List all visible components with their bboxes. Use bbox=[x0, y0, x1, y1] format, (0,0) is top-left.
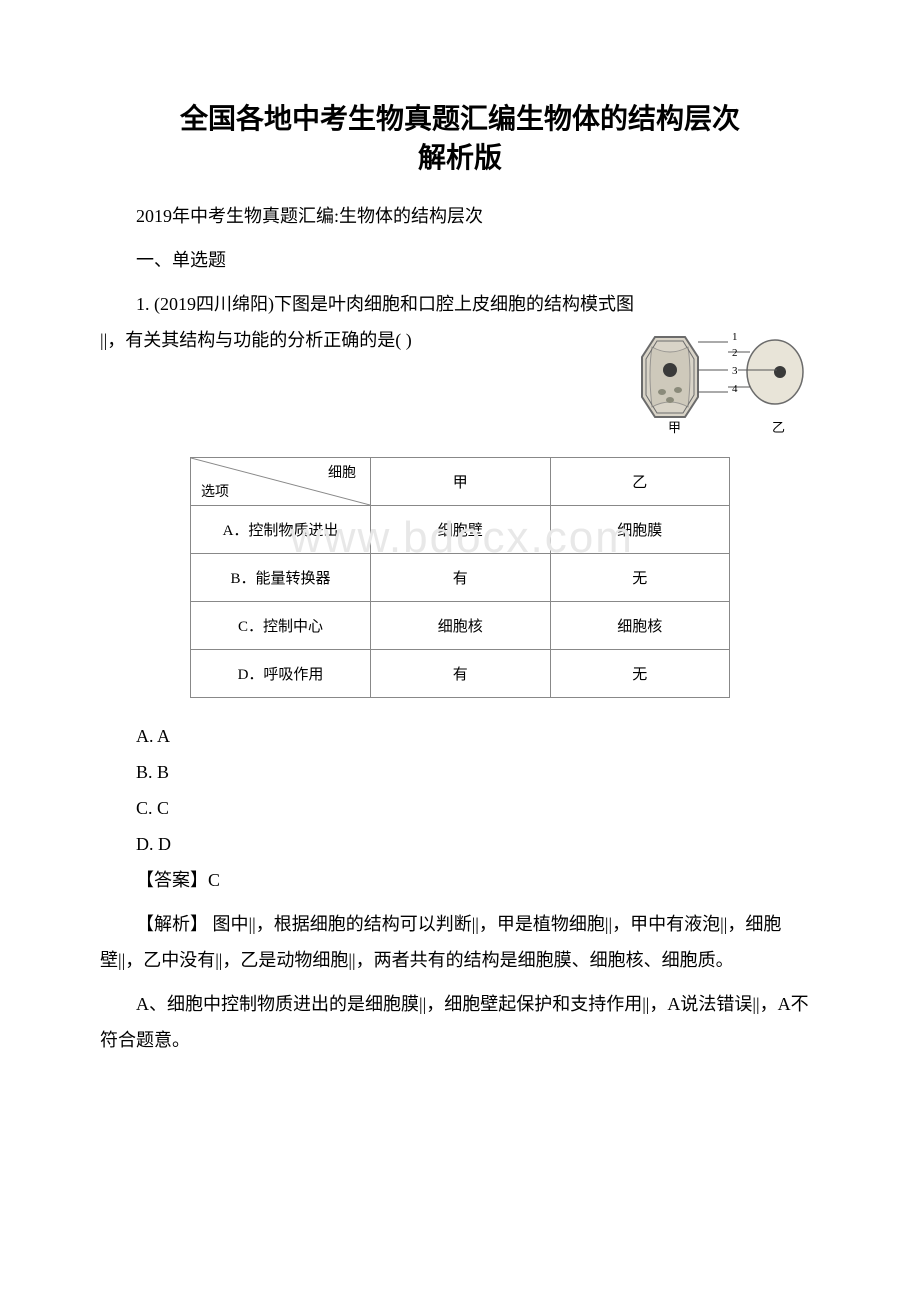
explanation-2: A、细胞中控制物质进出的是细胞膜||，细胞壁起保护和支持作用||，A说法错误||… bbox=[100, 986, 820, 1058]
table-row: B．能量转换器 有 无 bbox=[191, 554, 730, 602]
section-label: 一、单选题 bbox=[100, 242, 820, 278]
animal-cell-icon bbox=[747, 340, 803, 404]
cell: 有 bbox=[371, 554, 551, 602]
diagonal-header-cell: 细胞 选项 bbox=[191, 458, 371, 506]
label-yi: 乙 bbox=[772, 420, 785, 435]
cell: 细胞核 bbox=[371, 602, 551, 650]
option-b: B. B bbox=[100, 754, 820, 790]
question-1: 1. (2019四川绵阳)下图是叶肉细胞和口腔上皮细胞的结构模式图 甲 乙 bbox=[100, 286, 820, 442]
page-title: 全国各地中考生物真题汇编生物体的结构层次 解析版 bbox=[100, 100, 820, 178]
plant-cell-icon bbox=[642, 337, 698, 417]
cell: D．呼吸作用 bbox=[191, 650, 371, 698]
cell: B．能量转换器 bbox=[191, 554, 371, 602]
cell: 细胞膜 bbox=[550, 506, 730, 554]
table-row: C．控制中心 细胞核 细胞核 bbox=[191, 602, 730, 650]
option-c: C. C bbox=[100, 790, 820, 826]
explanation-1: 【解析】 图中||，根据细胞的结构可以判断||，甲是植物细胞||，甲中有液泡||… bbox=[100, 906, 820, 978]
header-col-2: 甲 bbox=[371, 458, 551, 506]
options-table-wrapper: www.bdocx.com 细胞 选项 甲 乙 A．控制物质进出 细胞壁 细胞膜 bbox=[100, 457, 820, 698]
cell: 有 bbox=[371, 650, 551, 698]
q1-text-line1: 1. (2019四川绵阳)下图是叶肉细胞和口腔上皮细胞的结构模式图 bbox=[100, 286, 820, 322]
cell: C．控制中心 bbox=[191, 602, 371, 650]
table-row: D．呼吸作用 有 无 bbox=[191, 650, 730, 698]
header-diag-top: 细胞 bbox=[328, 462, 356, 482]
title-line-2: 解析版 bbox=[418, 143, 502, 174]
cell: A．控制物质进出 bbox=[191, 506, 371, 554]
option-d: D. D bbox=[100, 826, 820, 862]
cell: 细胞壁 bbox=[371, 506, 551, 554]
cell: 细胞核 bbox=[550, 602, 730, 650]
option-a: A. A bbox=[100, 718, 820, 754]
header-col-3: 乙 bbox=[550, 458, 730, 506]
cell: 无 bbox=[550, 650, 730, 698]
table-row: A．控制物质进出 细胞壁 细胞膜 bbox=[191, 506, 730, 554]
answer-label: 【答案】C bbox=[100, 862, 820, 898]
options-table: 细胞 选项 甲 乙 A．控制物质进出 细胞壁 细胞膜 B．能量转换器 有 无 C… bbox=[190, 457, 730, 698]
subheading: 2019年中考生物真题汇编:生物体的结构层次 bbox=[100, 198, 820, 234]
svg-text:4: 4 bbox=[732, 383, 738, 395]
cell-diagram: 甲 乙 1 2 3 4 bbox=[620, 322, 820, 437]
label-jia: 甲 bbox=[668, 420, 681, 435]
title-line-1: 全国各地中考生物真题汇编生物体的结构层次 bbox=[180, 104, 740, 135]
table-header-row: 细胞 选项 甲 乙 bbox=[191, 458, 730, 506]
cell: 无 bbox=[550, 554, 730, 602]
svg-text:1: 1 bbox=[732, 331, 738, 343]
header-diag-bottom: 选项 bbox=[201, 481, 229, 501]
svg-text:3: 3 bbox=[732, 365, 738, 377]
svg-text:2: 2 bbox=[732, 347, 738, 359]
